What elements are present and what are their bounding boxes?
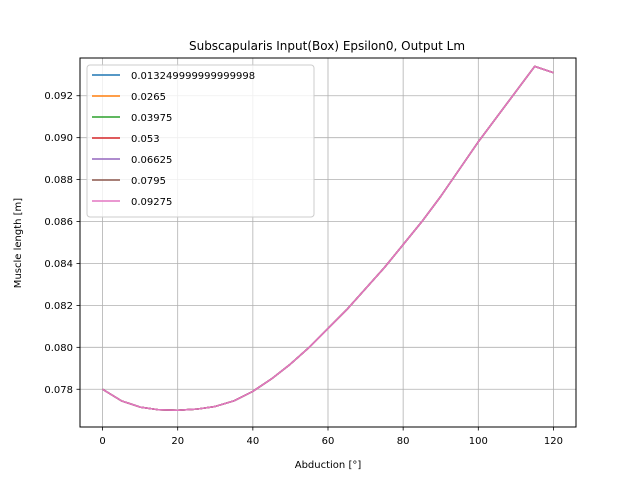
y-axis-label: Muscle length [m] [13,198,24,288]
legend-label: 0.013249999999999998 [131,71,255,82]
y-tick-label: 0.092 [44,91,73,102]
x-tick-label: 40 [246,436,259,447]
series-line-7 [102,65,554,411]
x-tick-label: 80 [397,436,410,447]
x-tick-label: 60 [322,436,335,447]
x-axis-label: Abduction [°] [295,460,362,471]
x-tick-label: 20 [171,436,184,447]
y-tick-label: 0.082 [44,301,73,312]
x-tick-label: 100 [469,436,488,447]
x-axis: 0 20 40 60 80 100 120 [99,427,563,447]
legend-label: 0.0795 [131,176,166,187]
legend-label: 0.03975 [131,113,172,124]
legend-label: 0.0265 [131,92,166,103]
y-tick-label: 0.090 [44,133,73,144]
grid [80,58,576,427]
y-axis: 0.078 0.080 0.082 0.084 0.086 0.088 0.090 0.092 [44,91,80,396]
legend-label: 0.06625 [131,155,172,166]
legend: 0.013249999999999998 0.0265 0.03975 0.053 0.… [86,64,315,218]
x-tick-label: 120 [544,436,563,447]
y-tick-label: 0.080 [44,343,73,354]
series-layer [102,65,554,411]
y-tick-label: 0.086 [44,217,73,228]
legend-box [86,64,315,218]
chart-title: Subscapularis Input(Box) Epsilon0, Outpu… [189,39,465,53]
y-tick-label: 0.088 [44,175,73,186]
legend-label: 0.09275 [131,197,172,208]
x-tick-label: 0 [99,436,105,447]
legend-label: 0.053 [131,134,160,145]
y-tick-label: 0.084 [44,259,73,270]
y-tick-label: 0.078 [44,385,73,396]
